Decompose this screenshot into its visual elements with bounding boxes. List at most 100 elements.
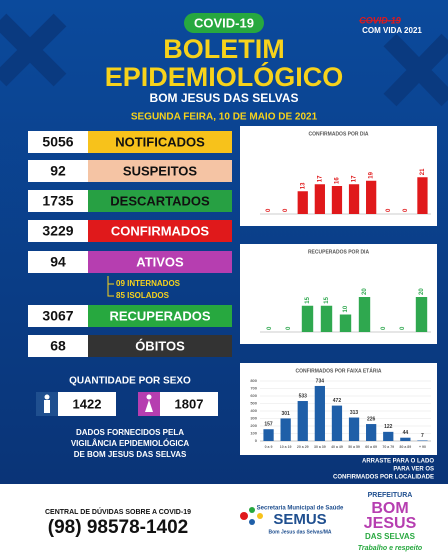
value-label: 44 [403, 430, 409, 436]
title-2: EPIDEMIOLÓGICO [105, 61, 344, 92]
pref-3: JESUS [364, 515, 417, 532]
value-label: 20 [362, 288, 368, 295]
y-tick-label: 0 [255, 438, 258, 443]
stat-number: 68 [50, 338, 66, 354]
bar [314, 385, 325, 441]
city: BOM JESUS DAS SELVAS [150, 91, 299, 105]
stat-number-box [28, 251, 88, 273]
bar [314, 184, 325, 214]
value-label: 17 [352, 175, 358, 182]
bracket [107, 276, 114, 297]
source-line: DE BOM JESUS DAS SELVAS [74, 450, 187, 459]
stat-number-box [28, 335, 88, 357]
sex-title: QUANTIDADE POR SEXO [69, 376, 191, 387]
badge: COVID-19 [194, 15, 254, 30]
bar [366, 424, 377, 441]
stat-label-box [88, 305, 232, 327]
date: SEGUNDA FEIRA, 10 DE MAIO DE 2021 [131, 112, 318, 123]
chart-title: CONFIRMADOS POR DIA [309, 131, 369, 137]
female-icon [145, 400, 153, 412]
value-label: 0 [283, 208, 289, 212]
x-tick-label: 40 a 49 [331, 445, 343, 449]
value-label: 313 [350, 410, 359, 416]
stat-number-box [28, 220, 88, 242]
stat-label-box [88, 251, 232, 273]
stat-number: 3067 [42, 308, 73, 324]
stat-number-box [28, 131, 88, 153]
swipe-line: ARRASTE PARA O LADO [362, 459, 434, 465]
bar [339, 314, 352, 332]
stat-label: CONFIRMADOS [111, 223, 210, 238]
y-tick-label: 300 [250, 416, 257, 421]
y-tick-label: 500 [250, 401, 257, 406]
title-1: BOLETIM [163, 34, 285, 64]
value-label: 0 [386, 208, 392, 212]
value-label: 20 [419, 288, 425, 295]
value-label: 15 [305, 296, 311, 303]
stat-label-box [88, 335, 232, 357]
value-label: 7 [421, 433, 424, 439]
bar [400, 437, 411, 441]
stat-label: RECUPERADOS [109, 308, 210, 323]
pref-4: DAS SELVAS [365, 532, 416, 541]
value-label: 734 [316, 378, 325, 384]
chart-panel [240, 244, 437, 344]
male-icon [44, 400, 50, 413]
semus-2: SEMUS [273, 511, 326, 528]
bar [280, 418, 291, 441]
stat-label: ATIVOS [136, 254, 184, 269]
y-tick-label: 600 [250, 393, 257, 398]
y-tick-label: 800 [250, 378, 257, 383]
chart-title: RECUPERADOS POR DIA [308, 249, 370, 255]
value-label: 0 [266, 208, 272, 212]
bar [383, 431, 394, 441]
pref-5: Trabalho e respeito [358, 545, 423, 552]
x-tick-label: 30 a 39 [314, 445, 326, 449]
stat-label-box [88, 220, 232, 242]
decoration [0, 13, 448, 107]
female-icon [146, 394, 152, 400]
stat-number-box [28, 190, 88, 212]
value-label: 13 [300, 182, 306, 189]
x-tick-label: 10 a 19 [280, 445, 292, 449]
bar [366, 180, 377, 214]
value-label: 301 [281, 411, 290, 417]
help: CENTRAL DE DÚVIDAS SOBRE A COVID-19 [45, 507, 191, 516]
x-tick-label: 80 a 89 [400, 445, 412, 449]
source-line: DADOS FORNECIDOS PELA [76, 428, 184, 437]
stat-label: DESCARTADOS [110, 193, 210, 208]
value-label: 472 [333, 398, 342, 404]
semus-3: Bom Jesus das Selvas/MA [268, 529, 331, 535]
bar [301, 305, 314, 332]
stat-label-box [88, 160, 232, 182]
corner-strike: COVID-19 [359, 15, 401, 25]
stat-number: 94 [50, 254, 66, 270]
bar [331, 405, 343, 441]
stat-label: SUSPEITOS [123, 163, 198, 178]
value-label: 0 [381, 326, 387, 330]
stat-label-box [88, 131, 232, 153]
bar [348, 417, 360, 441]
pref-2: BOM [371, 500, 408, 517]
value-label: 122 [384, 424, 393, 430]
badge-bg [184, 13, 264, 33]
bar [348, 184, 360, 214]
value-label: 16 [335, 177, 341, 184]
footer-bg [0, 484, 448, 560]
semus-dots [240, 507, 263, 525]
swipe-line: PARA VER OS [393, 467, 434, 473]
bar [331, 186, 343, 214]
stat-number-box [28, 305, 88, 327]
x-tick-label: 60 a 69 [365, 445, 377, 449]
phone: (98) 98578-1402 [48, 517, 189, 538]
value-label: 19 [369, 171, 375, 178]
y-tick-label: 400 [250, 408, 257, 413]
chart-title: CONFIRMADOS POR FAIXA ETÁRIA [296, 367, 382, 374]
x-tick-label: 0 a 9 [265, 445, 273, 449]
stat-label: ÓBITOS [135, 338, 185, 353]
bar [417, 177, 428, 214]
pref-1: PREFEITURA [368, 492, 413, 499]
x-tick-label: 20 a 29 [297, 445, 309, 449]
corner-text: COM VIDA 2021 [362, 26, 422, 35]
